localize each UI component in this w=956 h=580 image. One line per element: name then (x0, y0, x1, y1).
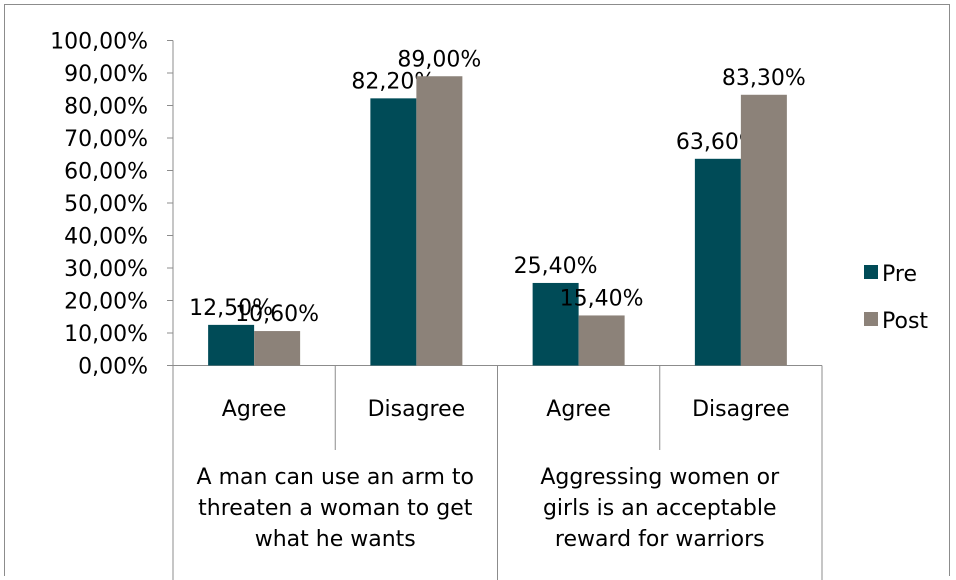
y-tick-label: 0,00% (78, 355, 148, 380)
bar-post (740, 94, 787, 366)
legend-swatch-post (864, 312, 878, 326)
bar-pre (532, 282, 579, 366)
x-category-label: Agree (222, 397, 287, 422)
bar-pre (694, 158, 741, 366)
bar-pre (208, 324, 255, 366)
bar-pre (370, 98, 417, 366)
data-label: 15,40% (560, 286, 644, 311)
x-category-label: Disagree (368, 397, 466, 422)
data-label: 12,50% (189, 296, 273, 321)
y-tick-label: 20,00% (64, 290, 148, 315)
y-tick-label: 90,00% (64, 62, 148, 87)
chart-frame (4, 4, 950, 576)
group-label-line: threaten a woman to get (198, 496, 473, 521)
group-label-line: A man can use an arm to (197, 465, 474, 490)
x-category-label: Agree (546, 397, 611, 422)
group-label-line: reward for warriors (555, 527, 765, 552)
y-tick-label: 40,00% (64, 225, 148, 250)
y-tick-label: 70,00% (64, 127, 148, 152)
legend-swatch-pre (864, 265, 878, 279)
y-tick-label: 80,00% (64, 95, 148, 120)
bar-post (578, 315, 625, 366)
x-category-label: Disagree (692, 397, 790, 422)
y-tick-label: 50,00% (64, 192, 148, 217)
y-tick-label: 30,00% (64, 257, 148, 282)
y-tick-label: 100,00% (50, 30, 148, 55)
data-label: 83,30% (722, 66, 806, 91)
bar-post (254, 331, 301, 366)
legend-label-post: Post (882, 309, 928, 334)
y-tick-label: 10,00% (64, 322, 148, 347)
data-label: 10,60% (235, 302, 319, 327)
data-label: 89,00% (397, 47, 481, 72)
legend-label-pre: Pre (882, 262, 917, 287)
group-label-line: Aggressing women or (540, 465, 780, 490)
data-label: 25,40% (514, 254, 598, 279)
y-tick-label: 60,00% (64, 160, 148, 185)
group-label-line: what he wants (255, 527, 416, 552)
bar-post (416, 76, 463, 366)
group-label-line: girls is an acceptable (543, 496, 777, 521)
